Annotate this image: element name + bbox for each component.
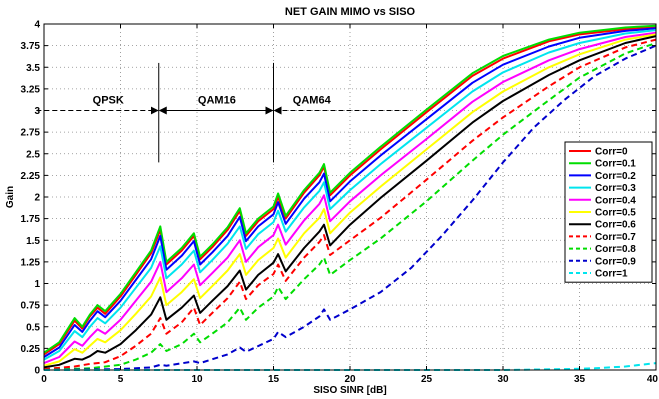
y-tick-label: 2.5	[26, 149, 40, 160]
x-tick-label: 15	[268, 374, 280, 385]
legend-label: Corr=0.4	[595, 195, 636, 206]
legend-label: Corr=0.2	[595, 171, 636, 182]
legend-label: Corr=1	[595, 269, 628, 280]
legend-label: Corr=0.7	[595, 232, 636, 243]
y-tick-label: 0.5	[26, 322, 40, 333]
y-tick-label: 3.5	[26, 63, 40, 74]
y-tick-label: 3	[34, 106, 40, 117]
x-tick-label: 30	[497, 374, 509, 385]
legend-label: Corr=0.8	[595, 244, 636, 255]
modulation-label: QAM64	[293, 95, 332, 107]
x-tick-label: 35	[574, 374, 586, 385]
series-line	[43, 33, 657, 367]
series-line	[43, 27, 657, 358]
y-tick-label: 2	[34, 193, 40, 204]
y-tick-label: 3.75	[21, 41, 41, 52]
series-line	[43, 42, 657, 371]
y-tick-label: 2.75	[21, 128, 41, 139]
legend-label: Corr=0.3	[595, 183, 636, 194]
modulation-label: QAM16	[198, 95, 236, 107]
series-line	[43, 44, 657, 371]
grid-lines	[44, 24, 656, 370]
legend-label: Corr=0	[595, 147, 628, 158]
modulation-regions: QPSK QAM16 QAM64	[36, 62, 412, 163]
series-line	[43, 38, 657, 371]
x-axis-label: SISO SINR [dB]	[313, 385, 386, 396]
x-tick-label: 25	[421, 374, 433, 385]
y-tick-label: 1	[34, 279, 40, 290]
x-tick-label: 20	[344, 374, 356, 385]
y-tick-label: 3.25	[21, 84, 41, 95]
y-tick-label: 0.75	[21, 301, 41, 312]
x-tick-label: 0	[41, 374, 47, 385]
y-tick-label: 2.25	[21, 171, 41, 182]
legend-label: Corr=0.9	[595, 256, 636, 267]
y-axis-label: Gain	[5, 186, 16, 208]
series-line	[43, 24, 657, 354]
legend-label: Corr=0.1	[595, 159, 636, 170]
modulation-label: QPSK	[93, 95, 124, 107]
legend-label: Corr=0.5	[595, 208, 636, 219]
chart-title: NET GAIN MIMO vs SISO	[285, 6, 416, 18]
y-tick-label: 0.25	[21, 344, 41, 355]
y-tick-label: 1.25	[21, 257, 41, 268]
series-line	[43, 35, 657, 369]
axis-ticks: 0 5 10 15 20 25 30 35 40 0 0.25 0.5 0.75 1 1.25 1.5 1.75…	[21, 20, 659, 386]
y-tick-label: 4	[34, 20, 40, 31]
legend-label: Corr=0.6	[595, 220, 636, 231]
x-tick-label: 5	[118, 374, 124, 385]
y-tick-label: 1.5	[26, 236, 40, 247]
x-tick-label: 40	[647, 374, 659, 385]
y-tick-label: 1.75	[21, 214, 41, 225]
x-tick-label: 10	[191, 374, 203, 385]
series-line	[43, 31, 657, 365]
y-tick-label: 0	[34, 366, 40, 377]
series-lines	[43, 24, 657, 371]
series-line	[43, 29, 657, 361]
